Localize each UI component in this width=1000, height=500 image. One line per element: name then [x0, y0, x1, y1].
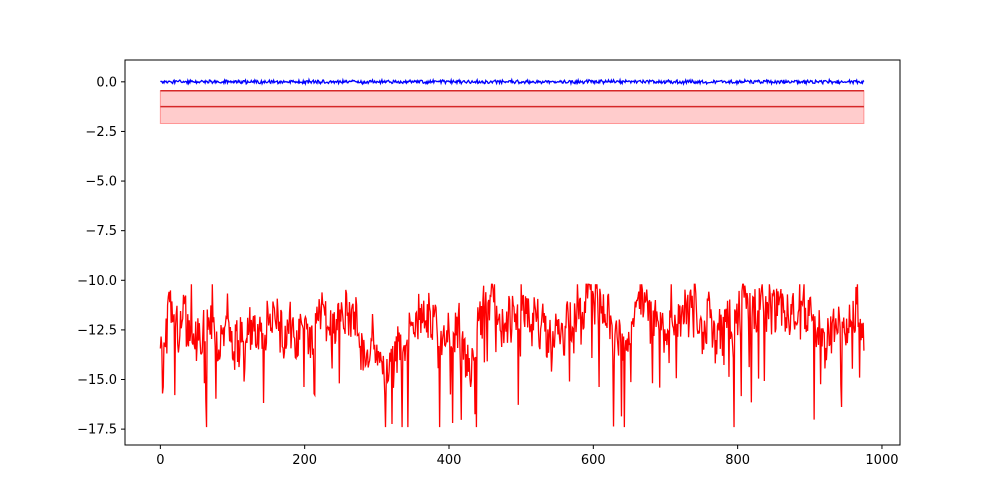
y-tick-label: −12.5	[77, 323, 117, 338]
x-tick-label: 800	[725, 453, 750, 468]
axes-frame	[124, 59, 901, 446]
y-tick-label: 0.0	[96, 75, 117, 90]
y-tick-label: −10.0	[77, 274, 117, 289]
axes: 0 200 400 600 800 1000 0.0 −2.5 −5.0 −7.5 −10.0 −12…	[77, 59, 901, 468]
y-tick-label: −15.0	[77, 373, 117, 388]
series-line-red	[159, 283, 865, 428]
y-tick-label: −7.5	[85, 224, 117, 239]
x-tick-label: 200	[292, 453, 317, 468]
y-tick-label: −5.0	[85, 175, 117, 190]
series-line-blue	[160, 77, 865, 87]
x-tick-label: 600	[581, 453, 606, 468]
x-tick-label: 1000	[865, 453, 898, 468]
y-tick-label: −2.5	[85, 125, 117, 140]
x-tick-label: 0	[156, 453, 164, 468]
plot-area	[159, 77, 865, 428]
y-tick-label: −17.5	[77, 423, 117, 438]
x-tick-label: 400	[437, 453, 462, 468]
